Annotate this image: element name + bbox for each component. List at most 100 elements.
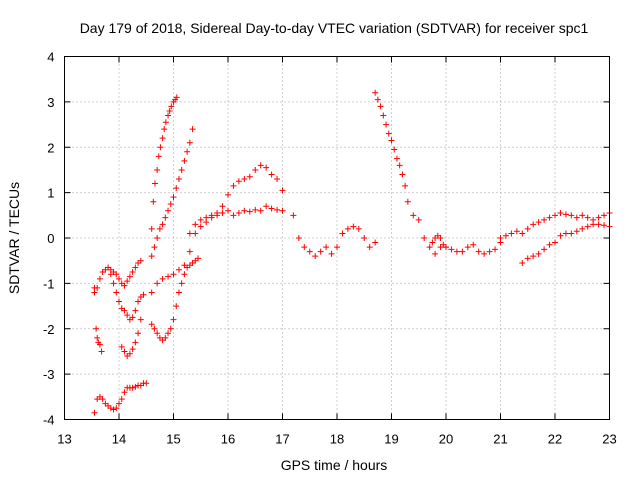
data-point bbox=[459, 248, 466, 255]
data-point bbox=[175, 176, 182, 183]
data-point bbox=[121, 307, 128, 314]
data-point bbox=[372, 239, 379, 246]
data-point bbox=[263, 164, 270, 171]
data-point bbox=[350, 223, 357, 230]
data-point bbox=[584, 223, 591, 230]
x-tick-label: 13 bbox=[57, 432, 71, 447]
data-point bbox=[208, 212, 215, 219]
data-point bbox=[116, 275, 122, 282]
data-point bbox=[279, 207, 286, 214]
data-point bbox=[246, 173, 253, 180]
series-track-10 bbox=[186, 203, 286, 237]
data-point bbox=[165, 112, 172, 119]
data-point bbox=[113, 271, 120, 278]
data-point bbox=[96, 341, 103, 348]
x-tick-label: 14 bbox=[112, 432, 126, 447]
data-point bbox=[380, 112, 387, 119]
data-point bbox=[268, 205, 275, 212]
data-point bbox=[170, 271, 177, 278]
x-tick-label: 17 bbox=[275, 432, 289, 447]
data-point bbox=[192, 221, 199, 228]
data-point bbox=[374, 96, 381, 103]
data-point bbox=[595, 214, 602, 221]
data-point bbox=[167, 200, 174, 207]
data-point bbox=[137, 316, 144, 323]
data-point bbox=[252, 166, 259, 173]
data-point bbox=[557, 210, 564, 217]
data-point bbox=[584, 214, 591, 221]
data-point bbox=[154, 330, 161, 337]
data-point bbox=[492, 246, 499, 253]
data-point bbox=[295, 235, 302, 241]
data-point bbox=[562, 230, 569, 237]
data-point bbox=[399, 171, 406, 178]
data-point bbox=[306, 248, 313, 255]
data-point bbox=[173, 185, 180, 192]
series-track-3 bbox=[91, 380, 150, 416]
data-point bbox=[175, 289, 182, 296]
data-point bbox=[579, 225, 586, 232]
x-tick-label: 18 bbox=[330, 432, 344, 447]
data-point bbox=[151, 325, 158, 332]
data-point bbox=[453, 248, 460, 255]
data-point bbox=[402, 182, 409, 189]
data-point bbox=[99, 396, 106, 403]
data-point bbox=[110, 406, 117, 413]
y-tick-label: 1 bbox=[47, 186, 54, 201]
data-point bbox=[230, 182, 237, 189]
data-point bbox=[132, 307, 139, 314]
data-point bbox=[94, 334, 101, 341]
data-point bbox=[178, 280, 185, 287]
data-point bbox=[274, 206, 281, 213]
data-point bbox=[246, 208, 253, 215]
data-point bbox=[219, 203, 226, 210]
data-point bbox=[140, 291, 147, 298]
data-point bbox=[151, 244, 158, 251]
data-point bbox=[235, 178, 242, 185]
data-point bbox=[166, 107, 173, 114]
data-point bbox=[197, 216, 204, 223]
plot-frame bbox=[64, 56, 610, 420]
series-track-4 bbox=[107, 271, 147, 323]
grid-lines bbox=[64, 56, 610, 420]
data-point bbox=[118, 396, 125, 403]
data-point bbox=[148, 321, 155, 328]
data-point bbox=[562, 211, 569, 218]
data-point bbox=[151, 180, 158, 187]
data-point bbox=[328, 250, 335, 257]
x-tick-label: 19 bbox=[384, 432, 398, 447]
data-point bbox=[372, 89, 379, 96]
y-tick-label: -3 bbox=[43, 367, 55, 382]
data-point bbox=[557, 232, 564, 239]
data-point bbox=[481, 250, 488, 257]
data-point bbox=[121, 282, 128, 289]
data-point bbox=[252, 206, 259, 213]
series-track-7 bbox=[148, 126, 196, 260]
data-point bbox=[167, 325, 174, 332]
data-point bbox=[225, 191, 231, 198]
data-point bbox=[118, 343, 125, 350]
data-point bbox=[195, 255, 202, 262]
data-point bbox=[290, 212, 297, 219]
data-point bbox=[214, 212, 221, 219]
data-point bbox=[197, 223, 204, 230]
data-point bbox=[396, 162, 403, 169]
data-point bbox=[355, 225, 362, 232]
data-point bbox=[263, 203, 270, 210]
data-point bbox=[257, 207, 264, 214]
data-point bbox=[129, 384, 136, 391]
data-point bbox=[154, 166, 161, 173]
x-tick-label: 21 bbox=[493, 432, 507, 447]
x-tick-label: 16 bbox=[221, 432, 235, 447]
data-point bbox=[203, 214, 210, 221]
data-point bbox=[344, 225, 351, 232]
data-point bbox=[443, 244, 449, 251]
series-track-11 bbox=[290, 212, 379, 260]
series-track-15 bbox=[519, 221, 613, 266]
data-point bbox=[170, 194, 177, 201]
x-tick-label: 23 bbox=[602, 432, 616, 447]
data-point bbox=[165, 273, 172, 280]
data-point bbox=[126, 273, 133, 280]
data-point bbox=[162, 119, 169, 126]
